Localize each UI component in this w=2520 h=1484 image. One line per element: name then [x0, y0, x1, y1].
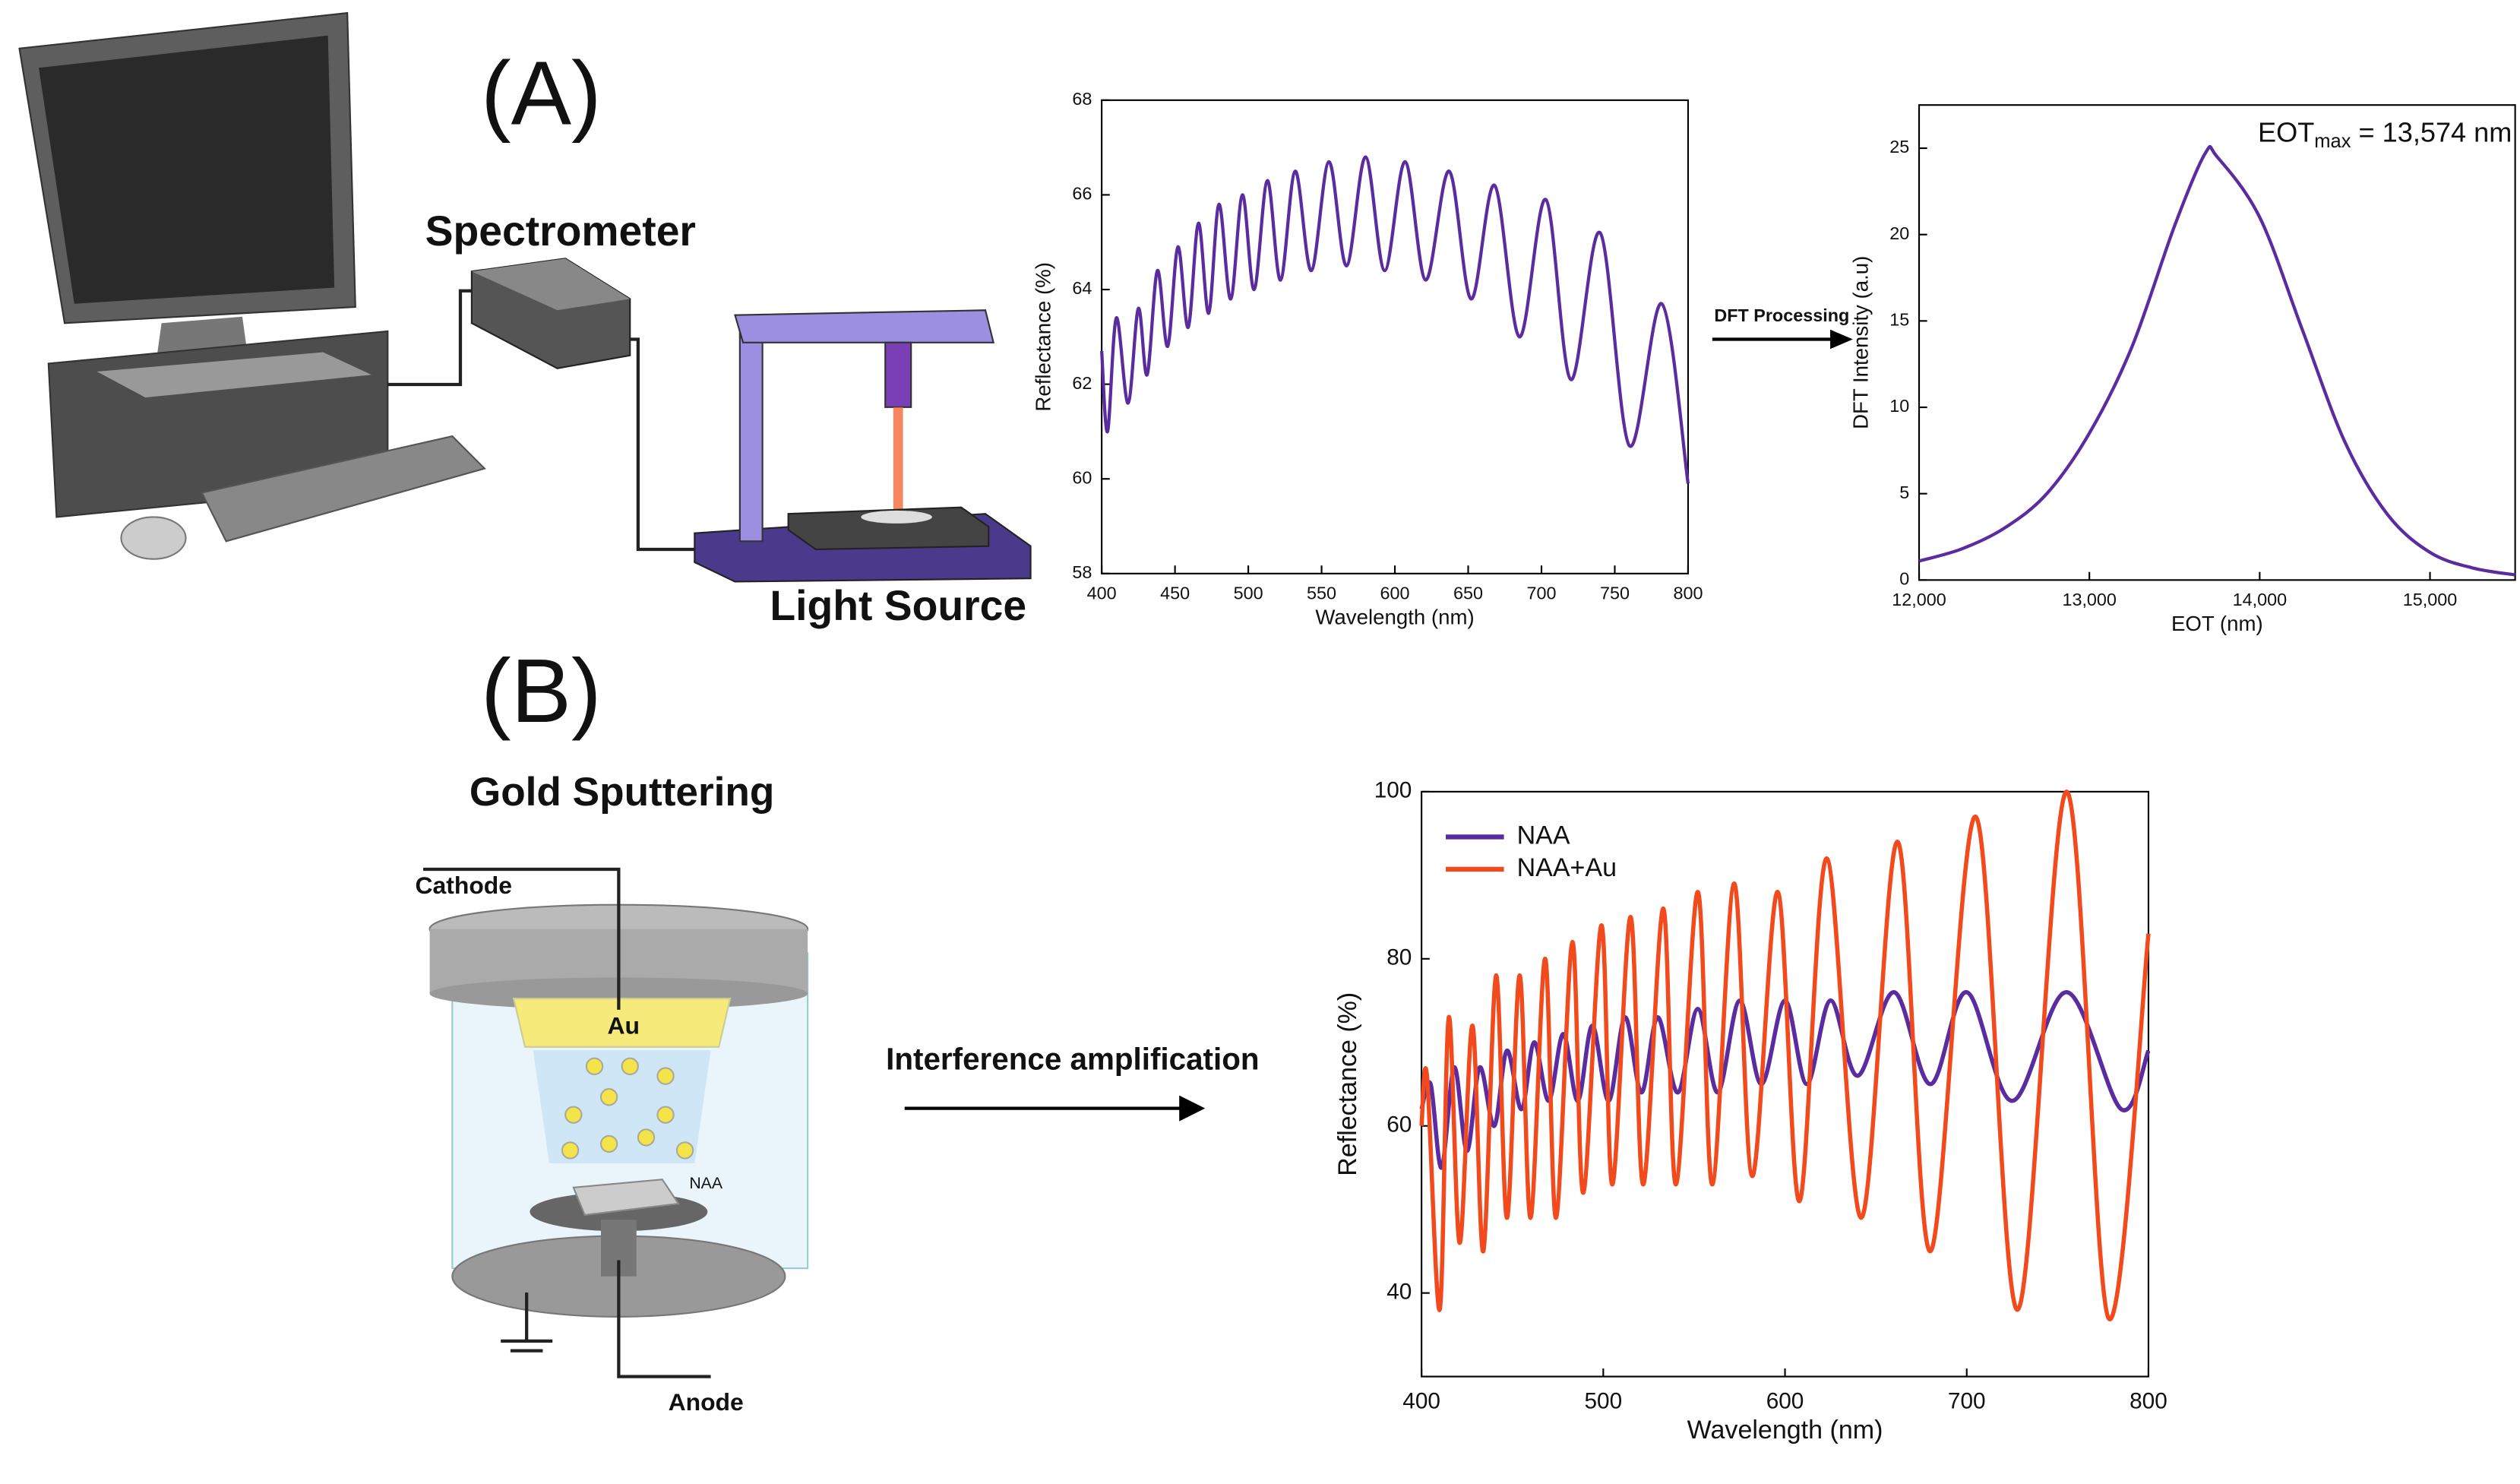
y-tick-label: 40: [1386, 1279, 1412, 1304]
diagram-label: Interference amplification: [886, 1042, 1259, 1077]
cable: [626, 337, 695, 552]
y-tick-label: 100: [1374, 778, 1412, 803]
x-tick-label: 700: [1948, 1388, 1986, 1413]
legend-label: NAA: [1517, 821, 1570, 850]
annotation-sub: max: [2314, 131, 2351, 152]
plot-frame: [1918, 104, 2516, 581]
diagram-label: Cathode: [415, 872, 512, 899]
annotation: EOTmax = 13,574 nm: [2258, 116, 2512, 152]
light-source-icon: [694, 309, 1032, 583]
y-tick-label: 62: [1072, 373, 1092, 393]
x-tick-label: 400: [1087, 584, 1117, 603]
y-tick-label: 0: [1899, 569, 1909, 589]
y-tick-label: 80: [1386, 945, 1412, 970]
y-tick-label: 64: [1072, 278, 1092, 298]
arrow: [1712, 329, 1853, 350]
y-axis-label: DFT Intensity (a.u): [1848, 256, 1872, 429]
y-axis-label: Reflectance (%): [1032, 262, 1055, 412]
cable: [387, 289, 474, 387]
y-tick-label: 60: [1072, 467, 1092, 487]
x-tick-label: 13,000: [2062, 590, 2117, 609]
diagram-label: Gold Sputtering: [470, 770, 774, 815]
x-tick-label: 450: [1160, 584, 1190, 603]
data-line: [1100, 155, 1690, 484]
y-tick-label: 60: [1386, 1112, 1412, 1138]
x-axis-label: Wavelength (nm): [1687, 1416, 1883, 1444]
y-tick-label: 20: [1889, 223, 1909, 243]
x-tick-label: 700: [1526, 584, 1556, 603]
x-tick-label: 14,000: [2233, 590, 2288, 609]
x-tick-label: 400: [1402, 1388, 1440, 1413]
sputtering-chamber: [423, 867, 809, 1378]
diagram-label: Anode: [669, 1388, 744, 1416]
legend-label: NAA+Au: [1517, 853, 1617, 882]
x-axis-label: EOT (nm): [2171, 612, 2263, 635]
y-axis-label: Reflectance (%): [1333, 992, 1362, 1176]
y-tick-label: 15: [1889, 310, 1909, 330]
data-line: [1918, 144, 2515, 577]
data-line: [1419, 789, 2151, 1321]
plot-frame: [1101, 99, 1690, 574]
x-tick-label: 15,000: [2403, 590, 2458, 609]
arrow: [904, 1095, 1206, 1122]
y-tick-label: 66: [1072, 184, 1092, 204]
y-tick-label: 25: [1889, 137, 1909, 157]
diagram-label: Light Source: [770, 582, 1026, 629]
x-tick-label: 500: [1585, 1388, 1623, 1413]
annotation-rest: = 13,574 nm: [2351, 116, 2512, 147]
panel-label: (B): [481, 641, 602, 742]
panel-label: (A): [481, 43, 602, 144]
computer-icon: [18, 11, 486, 560]
diagram-label: DFT Processing: [1714, 305, 1849, 325]
x-tick-label: 750: [1600, 584, 1630, 603]
x-tick-label: 650: [1453, 584, 1483, 603]
spectrometer-icon: [470, 258, 631, 369]
x-tick-label: 800: [2130, 1388, 2167, 1413]
diagram-label: Au: [607, 1012, 640, 1039]
x-tick-label: 600: [1766, 1388, 1804, 1413]
annotation-text: EOT: [2258, 116, 2314, 147]
data-line: [1419, 990, 2151, 1170]
y-tick-label: 58: [1072, 562, 1092, 582]
diagram-label: NAA: [689, 1174, 723, 1192]
diagram-label: Spectrometer: [425, 207, 696, 255]
y-tick-label: 5: [1899, 483, 1909, 502]
x-tick-label: 500: [1234, 584, 1263, 603]
x-tick-label: 600: [1380, 584, 1410, 603]
x-tick-label: 550: [1307, 584, 1336, 603]
x-tick-label: 12,000: [1892, 590, 1946, 609]
y-tick-label: 10: [1889, 396, 1909, 416]
x-axis-label: Wavelength (nm): [1315, 606, 1474, 629]
y-tick-label: 68: [1072, 89, 1092, 109]
x-tick-label: 800: [1673, 584, 1703, 603]
